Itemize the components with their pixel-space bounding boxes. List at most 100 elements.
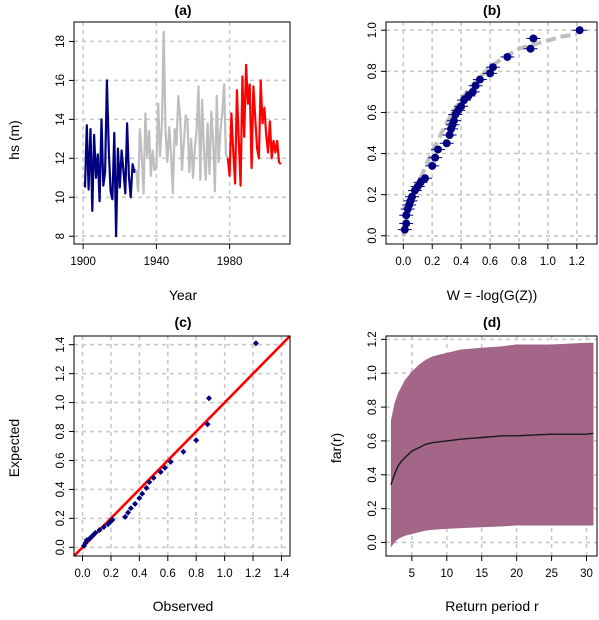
panel-b-xlabel: W = -log(G(Z)) (447, 287, 538, 303)
panel-c-xtick-label: 0.8 (188, 568, 204, 580)
panel-c-point (150, 474, 157, 481)
panel-d-xtick-label: 20 (510, 568, 523, 580)
panel-c-point (136, 495, 143, 502)
panel-b-point (471, 81, 480, 90)
panel-d-xtick-label: 10 (440, 568, 453, 580)
panel-b-point (428, 161, 437, 170)
panel-b-ytick-label: 0.6 (367, 104, 379, 120)
panel-c-point (127, 505, 134, 512)
panel-b-plot-area (385, 21, 598, 245)
panel-b: (b) W = -log(G(Z)) 0.0 0.2 0.4 0.6 0.8 1.0 1.2… (367, 2, 598, 303)
panel-c-point (204, 421, 211, 428)
panel-c-point (161, 464, 168, 471)
panel-c-ytick-label: 0.4 (55, 481, 67, 498)
panel-c-point (139, 490, 146, 497)
panel-a-series-line (83, 79, 137, 238)
panel-c-point (143, 484, 150, 491)
panel-c-ytick-label: 1.0 (55, 395, 67, 411)
panel-b-point (503, 52, 512, 61)
panel-a-ytick-label: 18 (55, 35, 67, 48)
panel-c-ytick-label: 0.6 (55, 452, 67, 468)
panel-a-series-line (135, 30, 229, 195)
panel-c-point (109, 516, 116, 523)
panel-c-point (167, 458, 174, 465)
panel-b-point (431, 153, 440, 162)
panel-d-ytick-label: 0.0 (367, 534, 379, 550)
panel-a-series-line (226, 63, 282, 187)
panel-b-xtick-label: 0.6 (482, 256, 498, 268)
panel-b-point (475, 75, 484, 84)
panel-b-point (457, 102, 466, 111)
panel-a-xtick-label: 1980 (217, 256, 243, 268)
panel-b-point (402, 211, 411, 220)
panel-c-point (96, 526, 103, 533)
panel-a-xtick-label: 1900 (70, 256, 96, 268)
panel-c-ytick-label: 1.2 (55, 366, 67, 382)
panel-d-ytick-label: 0.8 (367, 399, 379, 415)
panel-b-point (449, 116, 458, 125)
panel-c-ytick-label: 0.2 (55, 510, 67, 526)
panel-d-estimate-line (390, 432, 594, 486)
panel-b-point (442, 139, 451, 148)
panel-b-ytick-label: 0.2 (367, 187, 379, 203)
panel-c-point (92, 529, 99, 536)
panel-b-xtick-label: 0.2 (424, 256, 440, 268)
panel-c-point (125, 509, 131, 516)
panel-d-xlabel: Return period r (445, 598, 539, 614)
panel-d-title: (d) (483, 314, 501, 330)
panel-a-ylabel: hs (m) (6, 120, 22, 160)
panel-b-point (488, 63, 497, 72)
panel-b-point (421, 174, 430, 183)
panel-a-xtick-label: 1940 (144, 256, 170, 268)
panel-b-point (526, 44, 535, 53)
panel-c-xtick-label: 0.2 (103, 568, 119, 580)
panel-b-xtick-label: 0.0 (395, 256, 411, 268)
panel-c-ylabel: Expected (6, 419, 22, 477)
panel-b-point (408, 192, 417, 201)
panel-b-point (434, 145, 443, 154)
panel-c-point (193, 437, 200, 444)
panel-c-xtick-label: 0.6 (160, 568, 176, 580)
panel-d-ytick-label: 0.6 (367, 433, 379, 449)
panel-d-xtick-label: 25 (545, 568, 558, 580)
panel-a: (a) Year hs (m) 1900 1940 1980 8 10 12 14 16 18 (6, 2, 291, 303)
panel-b-xtick-label: 0.8 (511, 256, 527, 268)
panel-d-ytick-label: 1.2 (367, 331, 379, 347)
panel-b-frame (385, 21, 598, 245)
panel-c-xtick-label: 0.4 (131, 568, 148, 580)
panel-b-point (529, 34, 538, 43)
panel-b-point (445, 131, 454, 140)
panel-c-plot-area (73, 335, 291, 557)
panel-d-confidence-band (390, 342, 594, 548)
panel-c-point (252, 340, 259, 347)
panel-a-ytick-label: 14 (55, 112, 67, 125)
panel-d-ytick-label: 0.4 (367, 466, 379, 483)
panel-a-ytick-label: 10 (55, 191, 67, 204)
panel-c-point (180, 448, 187, 455)
panel-b-ytick-label: 1.0 (367, 22, 379, 38)
panel-d-ylabel: far(r) (328, 433, 344, 463)
panel-b-point (486, 69, 495, 78)
panel-b-ytick-label: 0.4 (367, 145, 379, 162)
panel-a-ytick-label: 8 (55, 233, 67, 239)
panel-c-ytick-label: 1.4 (55, 336, 67, 353)
panel-d-plot-area (385, 335, 598, 557)
panel-b-point (402, 219, 411, 228)
panel-c-point (206, 395, 212, 402)
panel-c-xtick-label: 1.0 (217, 568, 233, 580)
panel-a-plot-area (73, 21, 291, 245)
panel-c-title: (c) (174, 314, 191, 330)
panel-b-point (468, 87, 477, 96)
panel-b-xtick-label: 0.4 (453, 256, 470, 268)
panel-c-xtick-label: 1.2 (245, 568, 261, 580)
panel-b-point (575, 26, 584, 35)
panel-c-xlabel: Observed (153, 598, 214, 614)
panel-d-xtick-label: 30 (580, 568, 593, 580)
panel-b-xtick-label: 1.2 (569, 256, 585, 268)
panel-d-ytick-label: 1.0 (367, 365, 379, 381)
panel-c: (c) Observed Expected 0.0 0.2 0.4 0.6 0.8 1.0… (6, 314, 291, 614)
panel-d: (d) Return period r far(r) 5 10 15 20 25 30 0.… (328, 314, 598, 614)
panel-c-point (100, 524, 107, 531)
panel-b-ytick-label: 0.8 (367, 63, 379, 79)
panel-a-frame (73, 21, 291, 245)
